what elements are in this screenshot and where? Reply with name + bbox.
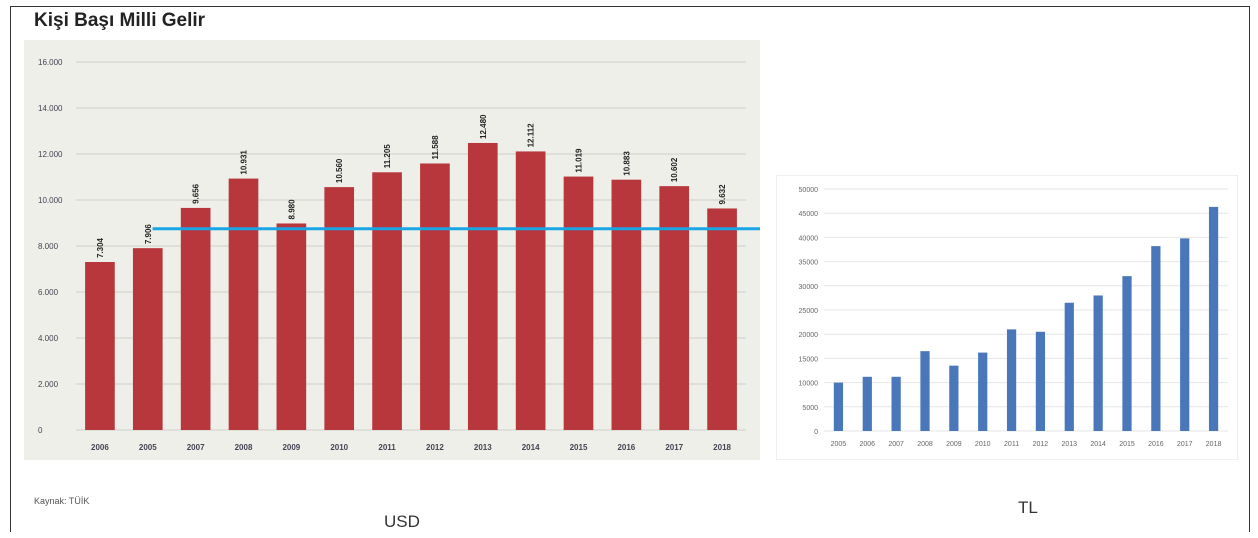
usd-bar	[420, 163, 450, 430]
usd-bar	[276, 223, 307, 430]
tl-bar	[978, 352, 988, 431]
usd-bar-label: 10.883	[622, 151, 631, 176]
tl-bar	[833, 382, 844, 431]
y-tick-label: 6.000	[38, 288, 59, 297]
x-tick-label: 2007	[187, 443, 205, 452]
tl-x-tick-label: 2015	[1119, 441, 1135, 448]
tl-bar	[891, 376, 901, 431]
usd-bar	[85, 262, 115, 430]
y-tick-label: 16.000	[38, 58, 63, 67]
usd-bar-label: 7.906	[144, 224, 153, 245]
usd-bar	[515, 151, 546, 430]
x-tick-label: 2010	[330, 443, 348, 452]
tl-y-tick-label: 5000	[802, 405, 818, 412]
tl-x-tick-label: 2008	[917, 441, 933, 448]
tl-x-tick-label: 2012	[1033, 441, 1049, 448]
tl-y-tick-label: 45000	[799, 211, 819, 218]
usd-bar-label: 11.588	[431, 135, 440, 160]
tl-x-tick-label: 2006	[859, 441, 875, 448]
tl-y-tick-label: 35000	[799, 260, 819, 267]
tl-y-tick-label: 30000	[799, 284, 819, 291]
x-tick-label: 2018	[713, 443, 731, 452]
usd-bar-label: 9.632	[718, 184, 727, 205]
y-tick-label: 2.000	[38, 380, 59, 389]
x-tick-label: 2015	[570, 443, 588, 452]
usd-bar-label: 8.980	[287, 199, 296, 220]
usd-bar-label: 11.019	[575, 148, 584, 173]
usd-bar	[611, 179, 642, 430]
y-tick-label: 0	[38, 426, 43, 435]
usd-bar	[467, 142, 498, 430]
tl-y-tick-label: 20000	[799, 332, 819, 339]
tl-x-tick-label: 2009	[946, 441, 962, 448]
tl-bar	[1122, 276, 1132, 431]
usd-bar	[324, 187, 355, 430]
tl-y-tick-label: 10000	[799, 381, 819, 388]
figure-frame	[10, 6, 1250, 532]
y-tick-label: 12.000	[38, 150, 63, 159]
usd-bar-label: 10.602	[670, 157, 679, 182]
chart-title: Kişi Başı Milli Gelir	[34, 10, 206, 31]
x-tick-label: 2013	[474, 443, 492, 452]
tl-x-tick-label: 2005	[831, 441, 847, 448]
usd-bar-chart: 0 2.000 4.000 6.000 8.000 10.000 12.000 14.000 1…	[24, 40, 760, 460]
tl-y-tick-label: 40000	[799, 235, 819, 242]
usd-bar	[563, 176, 594, 430]
x-tick-label: 2017	[665, 443, 683, 452]
tl-bar	[1064, 302, 1074, 431]
tl-y-tick-label: 50000	[799, 187, 819, 194]
x-tick-label: 2016	[617, 443, 635, 452]
usd-bar-label: 7.304	[96, 237, 105, 258]
tl-caption: TL	[1018, 498, 1038, 517]
x-tick-label: 2008	[235, 443, 253, 452]
tl-x-tick-label: 2018	[1206, 441, 1222, 448]
tl-bar	[1151, 246, 1161, 431]
usd-caption: USD	[384, 512, 420, 531]
tl-bar	[1180, 238, 1190, 431]
usd-bar	[707, 208, 737, 430]
tl-bar-chart: 0 5000 10000 15000 20000 25000 30000 35000 40000…	[776, 175, 1238, 460]
tl-bar	[1093, 295, 1103, 431]
tl-x-tick-label: 2014	[1090, 441, 1106, 448]
usd-bar-label: 12.112	[527, 123, 536, 148]
tl-x-tick-label: 2010	[975, 441, 991, 448]
usd-bar-label: 12.480	[479, 114, 488, 139]
tl-x-tick-label: 2011	[1004, 441, 1019, 448]
x-tick-label: 2005	[139, 443, 157, 452]
usd-bar-label: 9.656	[192, 183, 201, 204]
tl-y-tick-label: 15000	[799, 356, 819, 363]
usd-bar	[228, 178, 259, 430]
usd-bar	[180, 207, 211, 430]
tl-x-tick-label: 2016	[1148, 441, 1164, 448]
usd-bar-label: 10.560	[335, 158, 344, 183]
tl-bar	[1006, 329, 1017, 431]
x-tick-label: 2011	[378, 443, 396, 452]
tl-y-tick-label: 25000	[799, 308, 819, 315]
x-tick-label: 2006	[91, 443, 109, 452]
tl-y-tick-label: 0	[814, 429, 818, 436]
usd-bar	[659, 186, 690, 430]
tl-x-tick-label: 2007	[888, 441, 904, 448]
y-tick-label: 4.000	[38, 334, 59, 343]
tl-x-tick-label: 2017	[1177, 441, 1193, 448]
usd-bar-label: 10.931	[240, 150, 249, 175]
x-tick-label: 2012	[426, 443, 444, 452]
tl-bar	[1208, 206, 1219, 431]
usd-bar-label: 11.205	[383, 144, 392, 169]
y-tick-label: 14.000	[38, 104, 63, 113]
source-note: Kaynak: TÜİK	[34, 496, 90, 506]
tl-bar	[1035, 331, 1046, 431]
tl-x-tick-label: 2013	[1061, 441, 1077, 448]
y-tick-label: 8.000	[38, 242, 59, 251]
tl-bar	[949, 365, 959, 431]
y-tick-label: 10.000	[38, 196, 63, 205]
tl-bar	[920, 351, 930, 431]
x-tick-label: 2014	[522, 443, 540, 452]
usd-bar	[132, 248, 163, 430]
usd-bar	[372, 172, 402, 430]
x-tick-label: 2009	[282, 443, 300, 452]
tl-bar	[862, 376, 872, 431]
